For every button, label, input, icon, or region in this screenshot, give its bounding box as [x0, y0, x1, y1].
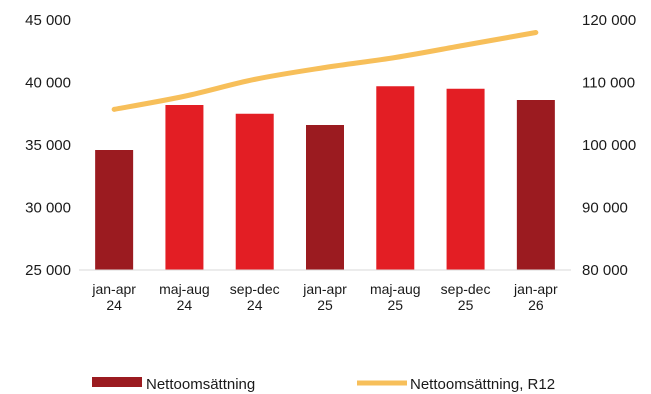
r12-line: [111, 30, 539, 112]
y-left-tick-label: 45 000: [25, 12, 71, 29]
bar-series: [95, 86, 555, 270]
legend-label-bar: Nettoomsättning: [146, 376, 255, 393]
y-left-tick-label: 30 000: [25, 200, 71, 217]
y-left-tick-label: 40 000: [25, 75, 71, 92]
bar: [306, 125, 344, 270]
y-left-tick-label: 25 000: [25, 262, 71, 279]
bar: [95, 150, 134, 270]
bar: [165, 105, 204, 270]
bar: [376, 86, 415, 270]
x-tick-label: jan-apr 24: [91, 281, 136, 313]
x-tick-label: sep-dec 24: [230, 281, 280, 313]
left-axis-ticks: 25 000 30 000 35 000 40 000 45 000: [25, 12, 71, 279]
x-axis-labels: jan-apr 24 maj-aug 24 sep-dec 24 jan-apr 25 maj-…: [91, 281, 558, 313]
y-right-tick-label: 110 000: [582, 75, 635, 92]
y-right-tick-label: 100 000: [582, 137, 636, 154]
bar: [516, 100, 555, 270]
y-right-tick-label: 80 000: [582, 262, 628, 279]
y-right-tick-label: 120 000: [582, 12, 636, 29]
x-tick-label: jan-apr 25: [302, 281, 347, 313]
bar: [235, 113, 274, 270]
y-right-tick-label: 90 000: [582, 200, 628, 217]
x-tick-label: maj-aug 24: [159, 281, 210, 313]
x-tick-label: jan-apr 26: [513, 281, 558, 313]
x-tick-label: maj-aug 25: [370, 281, 421, 313]
y-left-tick-label: 35 000: [25, 137, 71, 154]
x-tick-label: sep-dec 25: [441, 281, 491, 313]
legend-swatch-bar: [92, 377, 142, 387]
legend-label-line: Nettoomsättning, R12: [410, 376, 555, 393]
right-axis-ticks: 80 000 90 000 100 000 110 000 120 000: [582, 12, 636, 279]
legend: Nettoomsättning Nettoomsättning, R12: [92, 376, 555, 393]
bar: [446, 88, 485, 270]
